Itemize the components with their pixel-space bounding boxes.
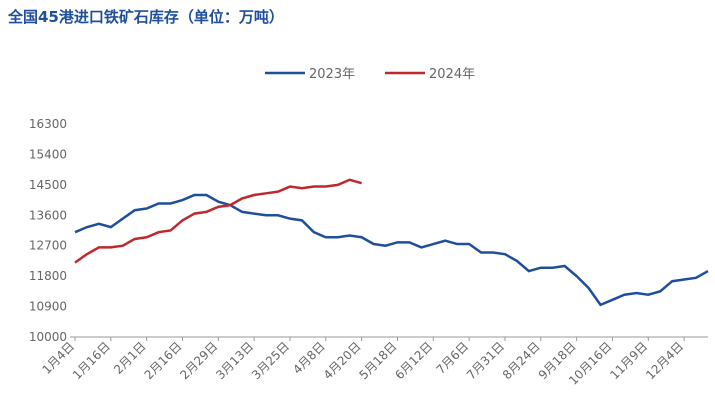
x-tick-label: 7月31日 <box>464 339 507 382</box>
legend-label: 2024年 <box>429 67 475 82</box>
x-tick-label: 1月16日 <box>70 339 113 382</box>
line-series <box>74 178 362 264</box>
y-tick-label: 11800 <box>29 269 67 283</box>
legend-label: 2023年 <box>309 67 355 82</box>
x-tick-label: 6月12日 <box>392 339 435 382</box>
x-tick-label: 8月24日 <box>500 339 543 382</box>
y-tick-label: 12700 <box>29 239 67 253</box>
x-tick-label: 3月25日 <box>249 339 292 382</box>
y-tick-label: 10900 <box>29 300 67 314</box>
y-tick-label: 16300 <box>29 117 67 131</box>
x-tick-label: 2月16日 <box>142 339 185 382</box>
x-tick-label: 2月29日 <box>177 339 220 382</box>
y-tick-label: 14500 <box>29 178 67 192</box>
x-tick-label: 4月20日 <box>321 339 364 382</box>
x-tick-label: 5月18日 <box>357 339 400 382</box>
line-series <box>74 193 709 307</box>
x-tick-label: 12月4日 <box>643 339 686 382</box>
y-tick-label: 13600 <box>29 208 67 222</box>
x-tick-label: 3月13日 <box>213 339 256 382</box>
chart-title: 全国45港进口铁矿石库存（单位：万吨） <box>7 8 284 26</box>
y-tick-label: 15400 <box>29 147 67 161</box>
x-tick-label: 11月9日 <box>607 339 650 382</box>
y-tick-label: 10000 <box>29 330 67 344</box>
